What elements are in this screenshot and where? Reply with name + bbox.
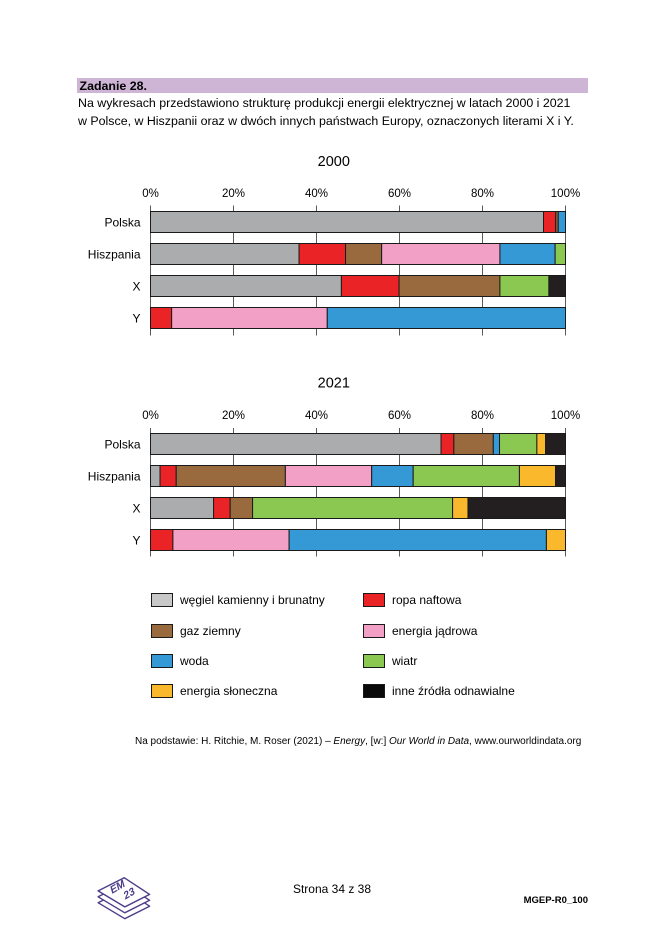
svg-text:40%: 40%: [305, 410, 328, 422]
svg-text:60%: 60%: [388, 188, 411, 200]
svg-text:Hiszpania: Hiszpania: [88, 248, 141, 262]
svg-text:Y: Y: [132, 312, 140, 326]
svg-text:2000: 2000: [318, 154, 350, 170]
svg-text:80%: 80%: [471, 188, 494, 200]
svg-text:80%: 80%: [471, 410, 494, 422]
svg-text:0%: 0%: [142, 188, 159, 200]
svg-text:Polska: Polska: [104, 216, 140, 230]
svg-text:2021: 2021: [318, 375, 350, 391]
svg-text:Polska: Polska: [104, 438, 140, 452]
svg-text:60%: 60%: [388, 410, 411, 422]
svg-text:20%: 20%: [222, 410, 245, 422]
svg-text:100%: 100%: [551, 188, 580, 200]
svg-text:20%: 20%: [222, 188, 245, 200]
svg-text:40%: 40%: [305, 188, 328, 200]
svg-text:X: X: [132, 280, 140, 294]
svg-text:0%: 0%: [142, 410, 159, 422]
svg-text:23: 23: [123, 885, 137, 903]
svg-text:X: X: [132, 502, 140, 516]
svg-text:Y: Y: [132, 534, 140, 548]
svg-text:100%: 100%: [551, 410, 580, 422]
svg-text:Hiszpania: Hiszpania: [88, 470, 141, 484]
